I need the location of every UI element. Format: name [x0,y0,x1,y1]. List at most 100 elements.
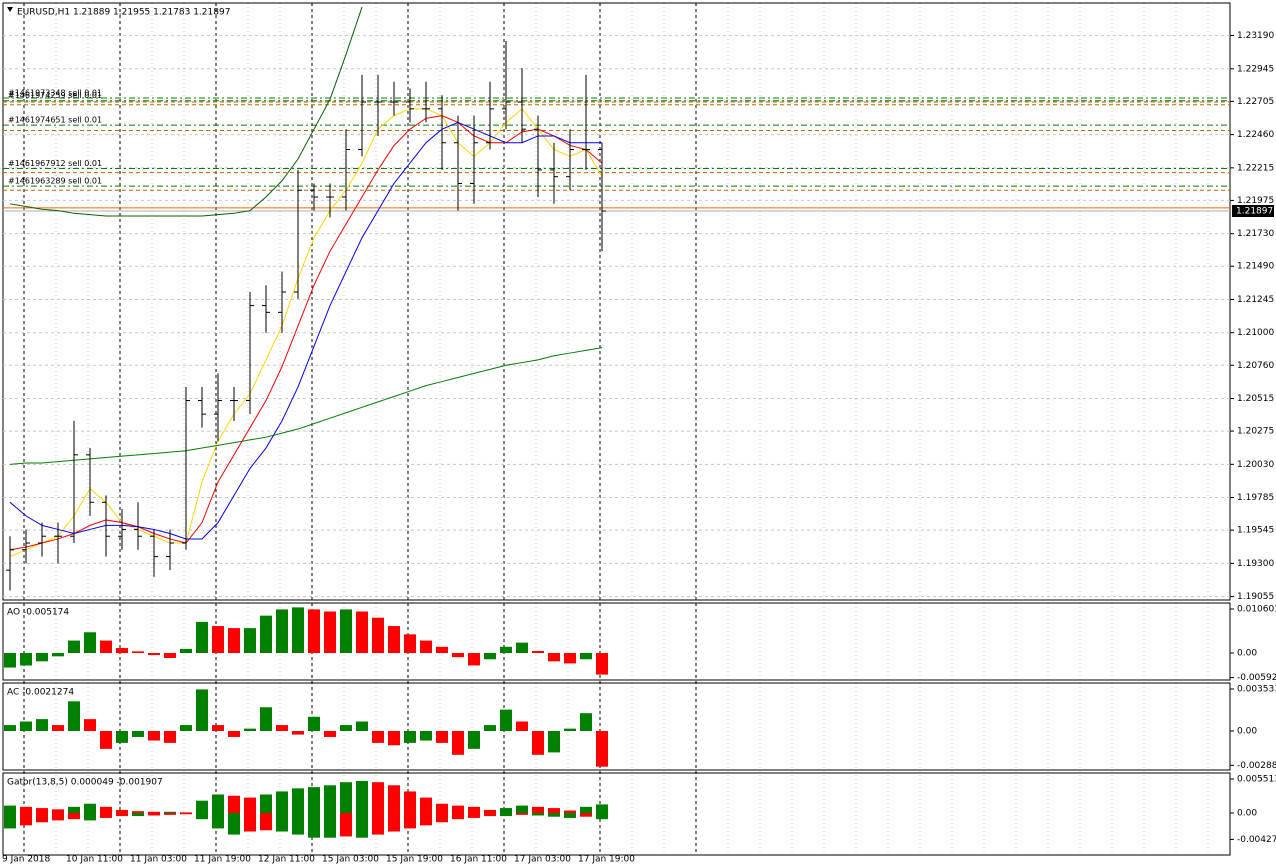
gator-bar [516,805,528,814]
gator-bar [308,813,320,838]
gator-bar [20,813,32,826]
y-tick-label: 1.23190 [1237,31,1274,41]
histogram-bar [292,731,304,735]
gator-bar [580,806,592,814]
gator-bar [36,813,48,823]
y-tick-label: -0.005925 [1237,673,1276,683]
histogram-bar [484,653,496,660]
histogram-bar [228,731,240,737]
indicator-line [9,121,602,540]
histogram-bar [564,728,576,732]
gator-bar [180,812,192,814]
gator-bar [340,782,352,814]
y-tick-label: 1.21000 [1237,328,1274,338]
gator-bar [116,809,128,814]
histogram-bar [164,653,176,658]
histogram-bar [580,713,592,732]
gator-bar [260,813,272,831]
histogram-bar [436,731,448,743]
y-tick-label: 1.21490 [1237,262,1274,272]
x-tick-label: 10 Jan 11:00 [66,855,123,865]
gator-bar [276,791,288,814]
histogram-bar [68,701,80,732]
gator-bar [260,794,272,814]
x-tick-label: 16 Jan 11:00 [450,855,507,865]
gator-bar [532,813,544,816]
gator-bar [580,813,592,817]
histogram-bar [132,651,144,654]
histogram-bar [404,634,416,654]
gator-bar [404,791,416,814]
panel-border [2,2,1231,601]
y-tick-label: 1.22215 [1237,163,1274,173]
gator-bar [212,794,224,814]
x-tick-label: 17 Jan 03:00 [514,855,571,865]
y-tick-label: 1.20275 [1237,427,1274,437]
gator-bar [340,813,352,837]
histogram-bar [372,731,384,743]
gator-bar [4,805,16,814]
gator-bar [228,795,240,814]
order-label: #1461967912 sell 0.01 [8,159,102,168]
gator-bar [84,803,96,814]
panel-border [2,682,1231,771]
histogram-bar [276,609,288,654]
x-tick-label: 11 Jan 03:00 [130,855,187,865]
histogram-bar [20,653,32,666]
indicator-line [9,347,603,465]
histogram-bar [68,640,80,654]
histogram-bar [20,721,32,732]
gator-bar [356,780,368,814]
bid-box [1232,205,1274,218]
gator-bar [68,806,80,814]
histogram-bar [388,731,400,746]
gator-bar [116,813,128,817]
gator-bar [132,811,144,814]
gator-bar [356,813,368,838]
histogram-bar [84,632,96,654]
gator-bar [148,811,160,814]
y-tick-label: 0.00 [1237,809,1257,819]
panel-border [2,772,1231,856]
gator-bar [276,813,288,832]
gator-bar [388,785,400,814]
histogram-bar [244,628,256,654]
indicator-line [9,6,363,217]
y-tick-label: 1.21730 [1237,229,1274,239]
gator-bar [228,813,240,835]
gator-bar [324,785,336,814]
histogram-bar [36,719,48,732]
histogram-bar [100,640,112,654]
y-tick-label: 0.0035338 [1237,685,1276,695]
panel-border [2,602,1231,681]
histogram-bar [516,642,528,654]
gator-bar [244,797,256,814]
gator-bar [212,813,224,829]
histogram-bar [548,653,560,662]
histogram-bar [228,628,240,654]
histogram-bar [596,653,608,675]
histogram-bar [260,707,272,732]
gator-bar [164,813,176,815]
y-tick-label: 1.22705 [1237,97,1274,107]
gator-bar [100,813,112,818]
panel-title: AO -0.005174 [7,608,69,618]
histogram-bar [212,626,224,654]
gator-bar [324,813,336,838]
gator-bar [52,809,64,814]
y-tick-label: 1.19785 [1237,493,1274,503]
y-tick-label: -0.004279 [1237,835,1276,845]
bid-label: 1.21897 [1236,207,1273,217]
order-label: #1461963289 sell 0.01 [8,177,102,186]
gator-bar [20,806,32,814]
histogram-bar [516,721,528,732]
symbol-icon [7,7,13,12]
histogram-bar [260,615,272,654]
gator-bar [148,813,160,816]
histogram-bar [276,725,288,732]
y-tick-label: 1.19545 [1237,526,1274,536]
gator-bar [292,788,304,814]
gator-bar [484,809,496,814]
histogram-bar [292,607,304,654]
histogram-bar [132,731,144,737]
